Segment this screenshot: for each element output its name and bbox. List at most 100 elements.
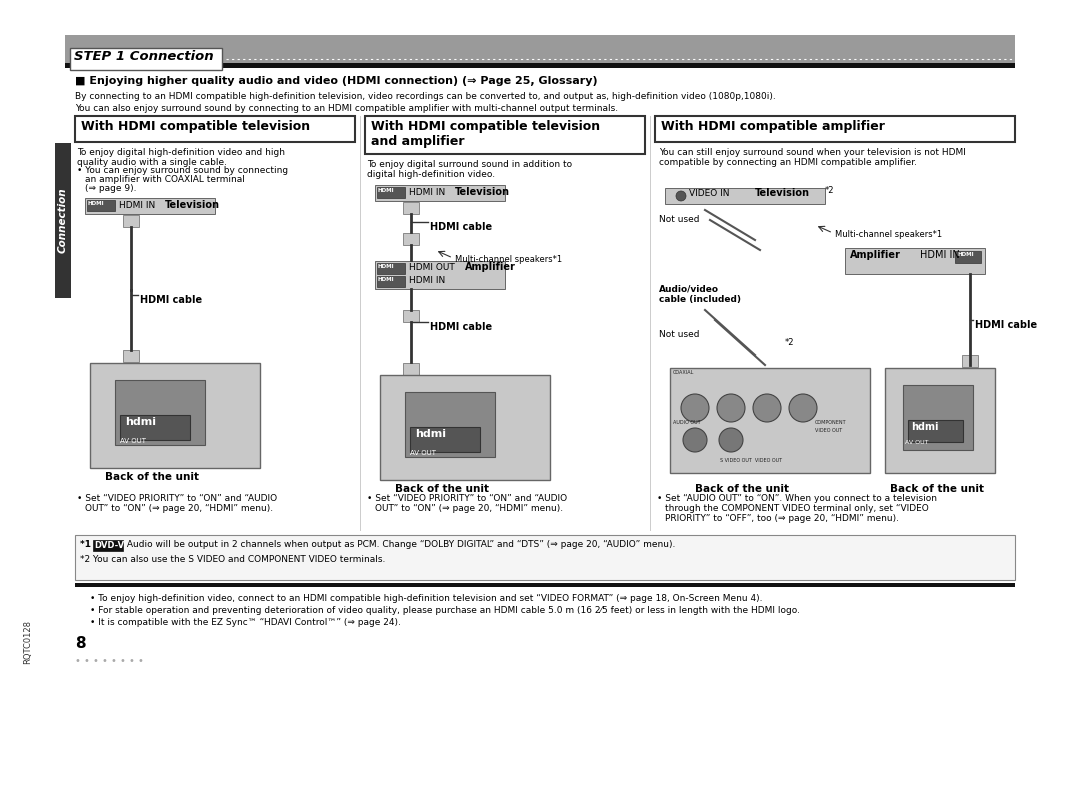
Text: Back of the unit: Back of the unit — [890, 484, 984, 494]
Text: HDMI cable: HDMI cable — [430, 222, 492, 232]
Text: *2: *2 — [785, 338, 795, 347]
Text: HDMI: HDMI — [378, 264, 394, 269]
Text: COAXIAL: COAXIAL — [673, 370, 694, 375]
Circle shape — [753, 394, 781, 422]
Bar — [654, 116, 1015, 142]
Bar — [908, 420, 963, 442]
Bar — [403, 363, 419, 375]
Text: PRIORITY” to “OFF”, too (⇒ page 20, “HDMI” menu).: PRIORITY” to “OFF”, too (⇒ page 20, “HDM… — [665, 514, 899, 523]
Text: HDMI IN: HDMI IN — [920, 250, 960, 260]
Bar — [123, 215, 139, 227]
Text: OUT” to “ON” (⇒ page 20, “HDMI” menu).: OUT” to “ON” (⇒ page 20, “HDMI” menu). — [375, 504, 563, 513]
Text: • To enjoy high-definition video, connect to an HDMI compatible high-definition : • To enjoy high-definition video, connec… — [90, 594, 762, 603]
Text: Television: Television — [455, 187, 510, 197]
Bar — [405, 392, 495, 457]
Bar — [75, 116, 355, 142]
Bar — [85, 198, 215, 214]
Bar — [377, 187, 405, 198]
Text: ■ Enjoying higher quality audio and video (HDMI connection) (⇒ Page 25, Glossary: ■ Enjoying higher quality audio and vide… — [75, 76, 597, 86]
Text: HDMI cable: HDMI cable — [430, 322, 492, 332]
Text: With HDMI compatible television
and amplifier: With HDMI compatible television and ampl… — [372, 120, 600, 148]
Text: an amplifier with COAXIAL terminal: an amplifier with COAXIAL terminal — [85, 175, 245, 184]
Bar — [903, 385, 973, 450]
Text: Connection: Connection — [58, 187, 68, 252]
Text: HDMI IN: HDMI IN — [409, 188, 445, 197]
Text: VIDEO OUT: VIDEO OUT — [815, 428, 842, 433]
Text: • Set “VIDEO PRIORITY” to “ON” and “AUDIO: • Set “VIDEO PRIORITY” to “ON” and “AUDI… — [77, 494, 278, 503]
Text: 8: 8 — [75, 636, 85, 651]
Text: Not used: Not used — [659, 330, 700, 339]
Bar — [670, 368, 870, 473]
Bar — [120, 415, 190, 440]
Text: Back of the unit: Back of the unit — [395, 484, 489, 494]
Text: HDMI cable: HDMI cable — [140, 295, 202, 305]
Text: S VIDEO OUT  VIDEO OUT: S VIDEO OUT VIDEO OUT — [720, 458, 782, 463]
Bar — [87, 200, 114, 211]
Bar — [70, 48, 222, 70]
Bar — [114, 380, 205, 445]
Text: *2: *2 — [825, 186, 835, 195]
Bar — [377, 276, 405, 287]
Text: • You can enjoy surround sound by connecting: • You can enjoy surround sound by connec… — [77, 166, 288, 175]
Bar — [410, 427, 480, 452]
Text: Audio/video
cable (included): Audio/video cable (included) — [659, 285, 741, 304]
Circle shape — [717, 394, 745, 422]
Text: Amplifier: Amplifier — [465, 262, 516, 272]
Circle shape — [683, 428, 707, 452]
Text: Back of the unit: Back of the unit — [696, 484, 789, 494]
Text: *2 You can also use the S VIDEO and COMPONENT VIDEO terminals.: *2 You can also use the S VIDEO and COMP… — [80, 555, 386, 564]
Text: • It is compatible with the EZ Sync™ “HDAVI Control™” (⇒ page 24).: • It is compatible with the EZ Sync™ “HD… — [90, 618, 401, 627]
Text: hdmi: hdmi — [415, 429, 446, 439]
Text: • For stable operation and preventing deterioration of video quality, please pur: • For stable operation and preventing de… — [90, 606, 800, 615]
Text: *1: *1 — [80, 540, 94, 549]
Text: You can also enjoy surround sound by connecting to an HDMI compatible amplifier : You can also enjoy surround sound by con… — [75, 104, 618, 113]
Text: To enjoy digital high-definition video and high
quality audio with a single cabl: To enjoy digital high-definition video a… — [77, 148, 285, 168]
Text: HDMI IN: HDMI IN — [119, 201, 156, 210]
Text: With HDMI compatible television: With HDMI compatible television — [81, 120, 310, 133]
Text: HDMI cable: HDMI cable — [975, 320, 1037, 330]
Bar — [93, 540, 123, 551]
Bar — [65, 63, 1015, 68]
Text: HDMI OUT: HDMI OUT — [409, 263, 455, 272]
Text: (⇒ page 9).: (⇒ page 9). — [85, 184, 136, 193]
Bar — [380, 375, 550, 480]
Text: HDMI: HDMI — [87, 201, 105, 206]
Text: hdmi: hdmi — [125, 417, 156, 427]
Bar — [123, 350, 139, 362]
Text: COMPONENT: COMPONENT — [815, 420, 847, 425]
Text: HDMI: HDMI — [378, 188, 394, 193]
Text: AV OUT: AV OUT — [120, 438, 146, 444]
Text: AV OUT: AV OUT — [905, 440, 929, 445]
Text: You can still enjoy surround sound when your television is not HDMI
compatible b: You can still enjoy surround sound when … — [659, 148, 966, 168]
Text: VIDEO IN: VIDEO IN — [689, 189, 729, 198]
Text: To enjoy digital surround sound in addition to
digital high-definition video.: To enjoy digital surround sound in addit… — [367, 160, 572, 179]
Text: through the COMPONENT VIDEO terminal only, set “VIDEO: through the COMPONENT VIDEO terminal onl… — [665, 504, 929, 513]
Text: RQTC0128: RQTC0128 — [24, 620, 32, 664]
Bar — [665, 188, 825, 204]
Bar — [365, 116, 645, 154]
Circle shape — [676, 191, 686, 201]
Bar — [375, 185, 505, 201]
Bar — [403, 233, 419, 245]
Text: OUT” to “ON” (⇒ page 20, “HDMI” menu).: OUT” to “ON” (⇒ page 20, “HDMI” menu). — [85, 504, 273, 513]
Text: • Set “AUDIO OUT” to “ON”. When you connect to a television: • Set “AUDIO OUT” to “ON”. When you conn… — [657, 494, 937, 503]
Circle shape — [681, 394, 708, 422]
Text: With HDMI compatible amplifier: With HDMI compatible amplifier — [661, 120, 885, 133]
Text: Audio will be output in 2 channels when output as PCM. Change “DOLBY DIGITAL” an: Audio will be output in 2 channels when … — [124, 540, 675, 549]
Text: Back of the unit: Back of the unit — [105, 472, 199, 482]
Circle shape — [789, 394, 816, 422]
Bar — [403, 310, 419, 322]
Bar — [65, 35, 1015, 63]
Bar — [75, 535, 1015, 580]
Text: Multi-channel speakers*1: Multi-channel speakers*1 — [455, 255, 562, 264]
Text: HDMI: HDMI — [378, 277, 394, 282]
Text: Television: Television — [165, 200, 220, 210]
Bar — [75, 583, 1015, 587]
Bar — [845, 248, 985, 274]
Text: Not used: Not used — [659, 215, 700, 224]
Text: hdmi: hdmi — [912, 422, 939, 432]
Text: STEP 1 Connection: STEP 1 Connection — [75, 50, 214, 63]
Bar — [403, 202, 419, 214]
Bar — [90, 363, 260, 468]
Bar — [377, 263, 405, 274]
